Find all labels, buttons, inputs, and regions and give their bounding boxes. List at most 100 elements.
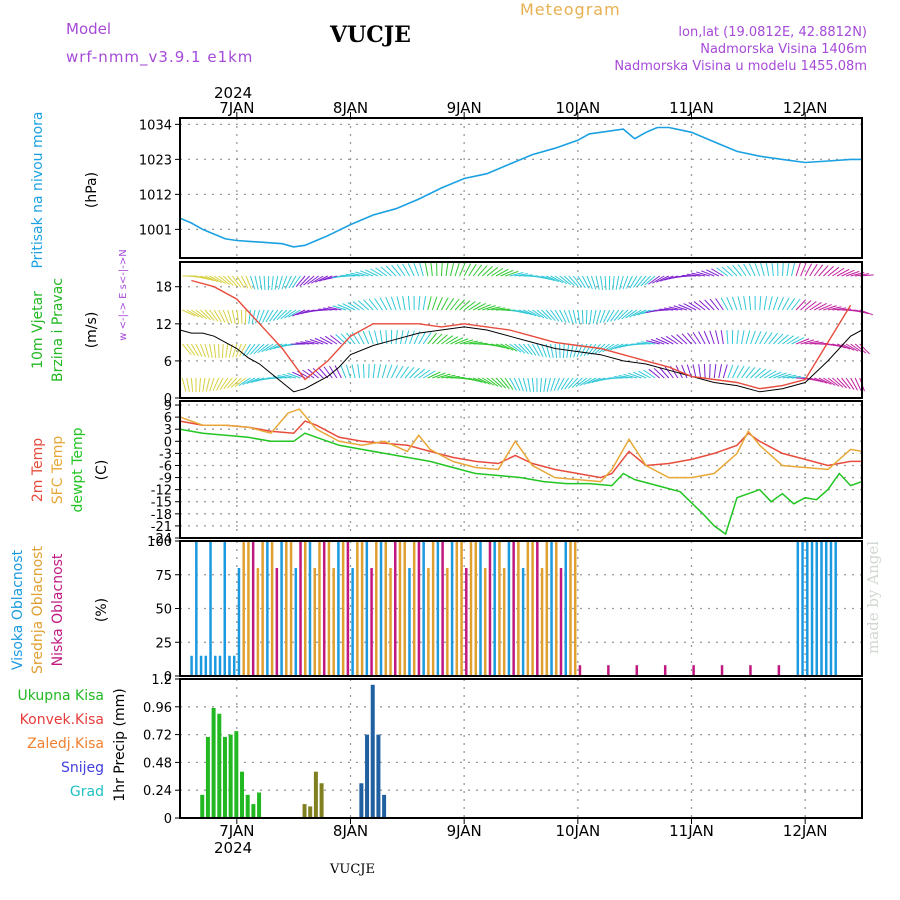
wind-barb bbox=[613, 309, 624, 321]
wind-barb bbox=[441, 374, 456, 379]
y-tick-label: -15 bbox=[151, 496, 172, 511]
wind-barb bbox=[509, 377, 517, 391]
wind-barb bbox=[500, 343, 514, 351]
cloud-bar bbox=[820, 541, 823, 676]
cloud-bar bbox=[417, 541, 421, 676]
wind-barb bbox=[813, 264, 824, 277]
cloud-bars bbox=[190, 541, 837, 676]
wind-barb bbox=[295, 342, 310, 345]
wind-barb bbox=[623, 373, 638, 379]
wind-barb bbox=[763, 296, 768, 311]
cloud-bar bbox=[408, 568, 411, 676]
wind-barb bbox=[554, 309, 563, 323]
wind-barb bbox=[368, 330, 374, 345]
wind-barb bbox=[650, 339, 665, 345]
wind-barb bbox=[768, 296, 773, 311]
cloud-bar bbox=[332, 568, 335, 676]
wind-barb bbox=[477, 304, 491, 311]
wind-barb bbox=[743, 296, 747, 311]
wind-barb bbox=[696, 271, 710, 277]
wind-barb bbox=[186, 309, 200, 318]
wind-barb bbox=[759, 369, 772, 379]
wind-barb bbox=[341, 274, 356, 277]
wind-barb bbox=[754, 262, 761, 277]
bottom-date-label: 12JAN bbox=[783, 822, 828, 840]
wind-barb bbox=[204, 343, 210, 358]
wind-barb bbox=[509, 343, 522, 353]
wind-barb bbox=[395, 330, 398, 345]
footer-station: VUCJE bbox=[330, 862, 375, 877]
wind-barb bbox=[472, 264, 483, 277]
wind-barb bbox=[223, 377, 233, 390]
cloud-bar bbox=[824, 541, 828, 676]
wind-barb bbox=[427, 371, 441, 379]
top-date-label: 10JAN bbox=[555, 99, 600, 117]
cloud-bar bbox=[275, 568, 279, 676]
wind-barb bbox=[190, 343, 199, 357]
wind-barb bbox=[424, 262, 429, 277]
wind-barb bbox=[330, 334, 342, 345]
cloud-bar bbox=[304, 541, 307, 676]
cloud-bar bbox=[801, 541, 804, 676]
wind-barb bbox=[209, 275, 223, 284]
wind-barb bbox=[592, 309, 597, 324]
wind-barb bbox=[240, 275, 249, 289]
wind-barb bbox=[800, 339, 815, 345]
wind-barb bbox=[559, 275, 571, 286]
wind-barb bbox=[213, 309, 222, 323]
wind-barb bbox=[676, 334, 688, 345]
cloud-bar bbox=[469, 541, 473, 676]
wind-unit-label: (m/s) bbox=[84, 312, 100, 349]
wind-barb bbox=[385, 265, 397, 277]
wind-barb bbox=[539, 377, 542, 392]
wind-barb bbox=[314, 337, 328, 345]
wind-barb bbox=[550, 275, 564, 284]
wind-barb bbox=[581, 275, 590, 289]
wind-barb bbox=[664, 366, 674, 379]
wind-barb bbox=[550, 309, 560, 322]
wind-barb bbox=[445, 298, 455, 311]
cloud-bar bbox=[555, 541, 558, 676]
bottom-date-label: 11JAN bbox=[669, 822, 714, 840]
cloud-bar bbox=[479, 541, 482, 676]
wind-barb bbox=[731, 365, 739, 379]
wind-barb bbox=[772, 296, 779, 311]
wind-barb bbox=[370, 268, 383, 277]
cloud-bar bbox=[412, 541, 416, 676]
cloud-bar bbox=[204, 655, 208, 676]
wind-barb bbox=[771, 262, 774, 277]
wind-barb bbox=[272, 309, 283, 321]
wind-barb bbox=[660, 336, 674, 345]
cloud-bar bbox=[815, 541, 819, 676]
wind-barb bbox=[726, 329, 729, 345]
wind-barb bbox=[625, 275, 633, 289]
y-tick-label: 3 bbox=[164, 423, 172, 438]
wind-barb bbox=[227, 309, 233, 324]
wind-barb bbox=[633, 371, 647, 379]
cloud-bar bbox=[285, 541, 288, 676]
wind-barb bbox=[781, 261, 784, 277]
wind-barb bbox=[619, 275, 624, 290]
wind-barb bbox=[629, 309, 642, 318]
wind-barb bbox=[579, 377, 592, 387]
wind-barb bbox=[577, 275, 586, 289]
wind-barb bbox=[304, 340, 319, 345]
wind-barb bbox=[259, 275, 263, 290]
precip-bar bbox=[370, 684, 375, 818]
wind-barb bbox=[665, 335, 679, 345]
wind-barb bbox=[422, 332, 432, 345]
wind-barb bbox=[332, 305, 347, 311]
wind-barb bbox=[683, 303, 697, 311]
cloud-bar bbox=[507, 541, 511, 676]
wind-barb bbox=[379, 297, 388, 311]
model-elevation: Nadmorska Visina u modelu 1455.08m bbox=[614, 59, 867, 74]
cloud-bar bbox=[559, 568, 563, 676]
panel-frame-pressure bbox=[179, 117, 863, 259]
wind-barb bbox=[181, 377, 187, 392]
wind-barb bbox=[509, 272, 524, 277]
wind-barb bbox=[832, 343, 847, 349]
wind-barb bbox=[703, 330, 711, 345]
wind-barb bbox=[500, 377, 510, 390]
wind-barb bbox=[318, 308, 333, 311]
wind-barb bbox=[698, 364, 702, 379]
